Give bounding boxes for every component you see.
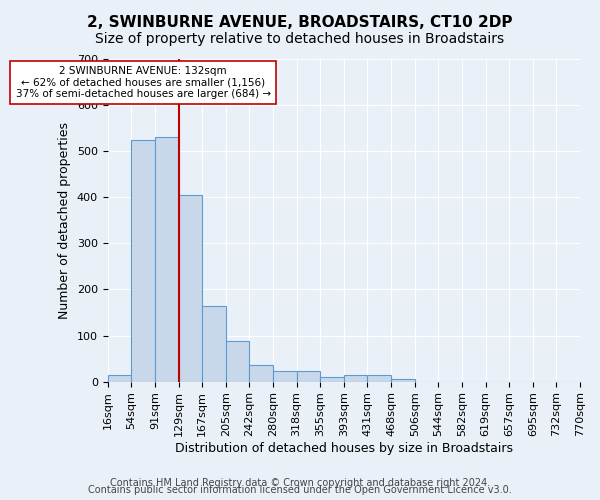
Bar	[131, 140, 155, 382]
Bar	[344, 375, 367, 382]
Bar	[226, 341, 250, 382]
Bar	[296, 371, 320, 382]
Bar	[179, 195, 202, 382]
Bar	[107, 374, 131, 382]
Bar	[202, 306, 226, 382]
Text: Contains HM Land Registry data © Crown copyright and database right 2024.: Contains HM Land Registry data © Crown c…	[110, 478, 490, 488]
Text: Size of property relative to detached houses in Broadstairs: Size of property relative to detached ho…	[95, 32, 505, 46]
Bar	[320, 378, 344, 382]
Bar	[391, 379, 415, 382]
Text: Contains public sector information licensed under the Open Government Licence v3: Contains public sector information licen…	[88, 485, 512, 495]
Text: 2 SWINBURNE AVENUE: 132sqm
← 62% of detached houses are smaller (1,156)
37% of s: 2 SWINBURNE AVENUE: 132sqm ← 62% of deta…	[16, 66, 271, 99]
Bar	[273, 372, 296, 382]
X-axis label: Distribution of detached houses by size in Broadstairs: Distribution of detached houses by size …	[175, 442, 513, 455]
Text: 2, SWINBURNE AVENUE, BROADSTAIRS, CT10 2DP: 2, SWINBURNE AVENUE, BROADSTAIRS, CT10 2…	[87, 15, 513, 30]
Bar	[155, 138, 179, 382]
Bar	[250, 366, 273, 382]
Bar	[367, 375, 391, 382]
Y-axis label: Number of detached properties: Number of detached properties	[58, 122, 71, 319]
